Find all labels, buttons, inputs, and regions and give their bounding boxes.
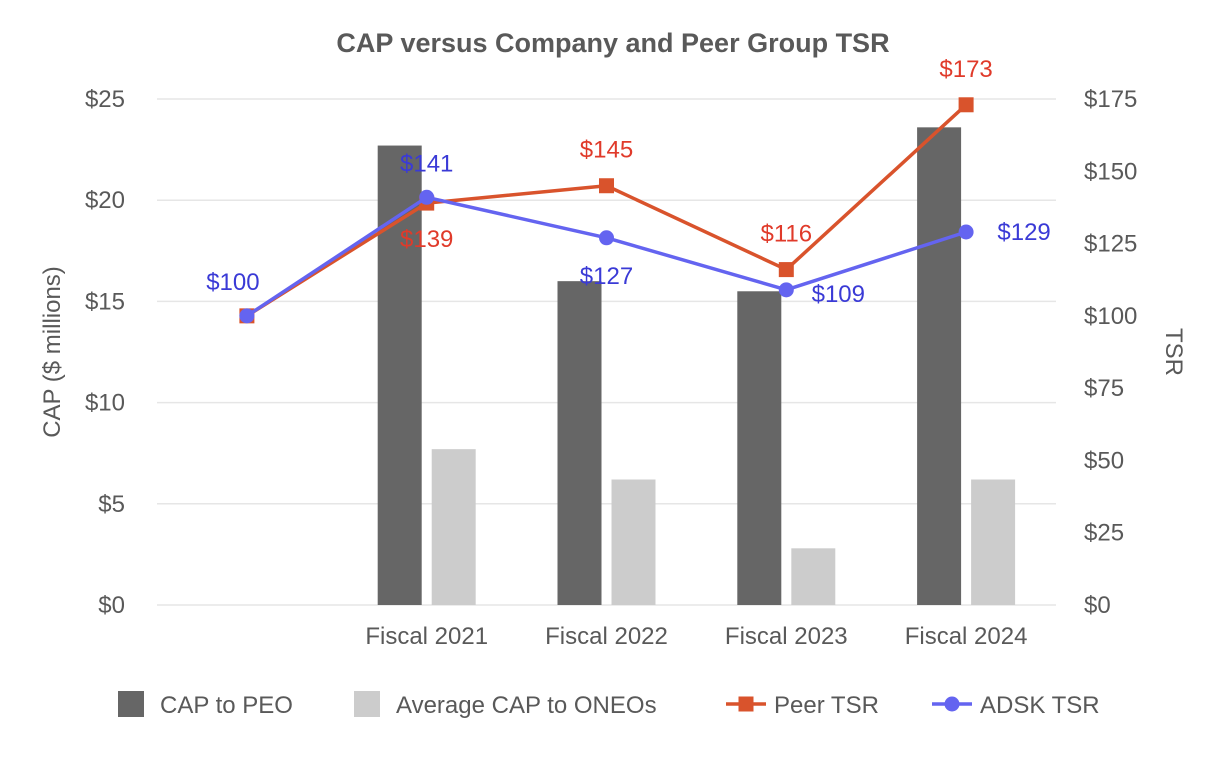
y-right-tick-label: $100 — [1084, 303, 1137, 330]
legend-label: ADSK TSR — [980, 692, 1100, 719]
line-series — [239, 97, 974, 324]
y-left-tick-label: $10 — [85, 390, 125, 417]
data-labels: $139 $145 $116 $173 $100 $141 $127 $109 $129 — [206, 56, 1051, 308]
y-left-tick-label: $5 — [98, 491, 125, 518]
y-left-tick-label: $0 — [98, 592, 125, 619]
y-right-tick-label: $125 — [1084, 231, 1137, 258]
data-label: $129 — [997, 219, 1050, 246]
y-right-tick-label: $0 — [1084, 592, 1111, 619]
adsk-tsr-marker — [599, 230, 614, 246]
y-left-tick-label: $15 — [85, 288, 125, 315]
bar-average-cap-to-oneos — [791, 548, 836, 605]
y-right-tick-label: $75 — [1084, 375, 1124, 402]
legend-marker-adsk-tsr — [944, 696, 960, 712]
data-label: $141 — [400, 150, 453, 177]
legend-swatch-cap-to-peo — [118, 691, 144, 717]
adsk-tsr-marker — [958, 224, 974, 240]
data-label: $139 — [400, 226, 453, 253]
legend-marker-peer-tsr — [738, 696, 754, 712]
x-axis-ticks: Fiscal 2021 Fiscal 2022 Fiscal 2023 Fiscal … — [365, 623, 1027, 650]
adsk-tsr-marker — [778, 282, 794, 298]
bar-cap-to-peo — [557, 281, 602, 605]
data-label: $173 — [939, 56, 992, 83]
x-tick-label: Fiscal 2022 — [545, 623, 668, 650]
y-left-tick-label: $20 — [85, 187, 125, 214]
adsk-tsr-marker — [239, 308, 255, 324]
bar-average-cap-to-oneos — [611, 479, 656, 605]
y-right-tick-label: $50 — [1084, 447, 1124, 474]
x-tick-label: Fiscal 2023 — [725, 623, 848, 650]
y-axis-right-label: TSR — [1160, 328, 1187, 376]
peer-tsr-marker — [778, 262, 794, 278]
left-axis-ticks: $0 $5 $10 $15 $20 $25 — [85, 86, 125, 619]
bar-average-cap-to-oneos — [431, 449, 476, 605]
legend-label: Peer TSR — [774, 692, 879, 719]
legend-label: Average CAP to ONEOs — [396, 692, 657, 719]
peer-tsr-marker — [599, 178, 614, 194]
bar-cap-to-peo — [737, 291, 782, 605]
gridlines — [157, 98, 1056, 606]
bar-cap-to-peo — [377, 145, 422, 605]
right-axis-ticks: $0 $25 $50 $75 $100 $125 $150 $175 — [1084, 86, 1137, 619]
legend-swatch-average-cap — [354, 691, 380, 717]
x-tick-label: Fiscal 2024 — [905, 623, 1028, 650]
adsk-tsr-marker — [419, 189, 435, 205]
legend: CAP to PEO Average CAP to ONEOs Peer TSR AD… — [118, 691, 1100, 719]
bar-series — [377, 127, 1016, 605]
y-axis-left-label: CAP ($ millions) — [39, 266, 66, 438]
peer-tsr-marker — [958, 97, 974, 113]
y-left-tick-label: $25 — [85, 86, 125, 113]
bar-average-cap-to-oneos — [971, 479, 1016, 605]
data-label: $127 — [580, 263, 633, 290]
chart-title: CAP versus Company and Peer Group TSR — [336, 28, 889, 58]
y-right-tick-label: $25 — [1084, 520, 1124, 547]
data-label: $100 — [206, 269, 259, 296]
y-right-tick-label: $175 — [1084, 86, 1137, 113]
y-right-tick-label: $150 — [1084, 158, 1137, 185]
data-label: $109 — [812, 281, 865, 308]
x-tick-label: Fiscal 2021 — [365, 623, 488, 650]
data-label: $145 — [580, 137, 633, 164]
bar-cap-to-peo — [917, 127, 962, 605]
data-label: $116 — [760, 221, 812, 248]
legend-label: CAP to PEO — [160, 692, 293, 719]
